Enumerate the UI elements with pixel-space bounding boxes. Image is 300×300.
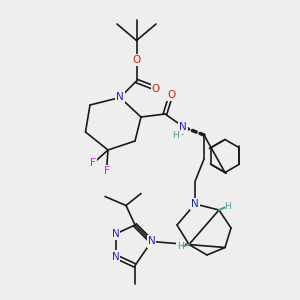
Text: F: F [103, 166, 109, 176]
Text: H: H [177, 242, 184, 251]
Text: N: N [191, 199, 199, 209]
Text: N: N [116, 92, 124, 103]
Text: N: N [112, 251, 119, 262]
Text: N: N [148, 236, 155, 247]
Text: H: H [172, 131, 179, 140]
Text: O: O [152, 83, 160, 94]
Text: N: N [112, 229, 119, 239]
Text: O: O [132, 55, 141, 65]
Text: H: H [224, 202, 231, 211]
Text: O: O [167, 89, 175, 100]
Text: F: F [90, 158, 96, 169]
Text: N: N [179, 122, 187, 133]
